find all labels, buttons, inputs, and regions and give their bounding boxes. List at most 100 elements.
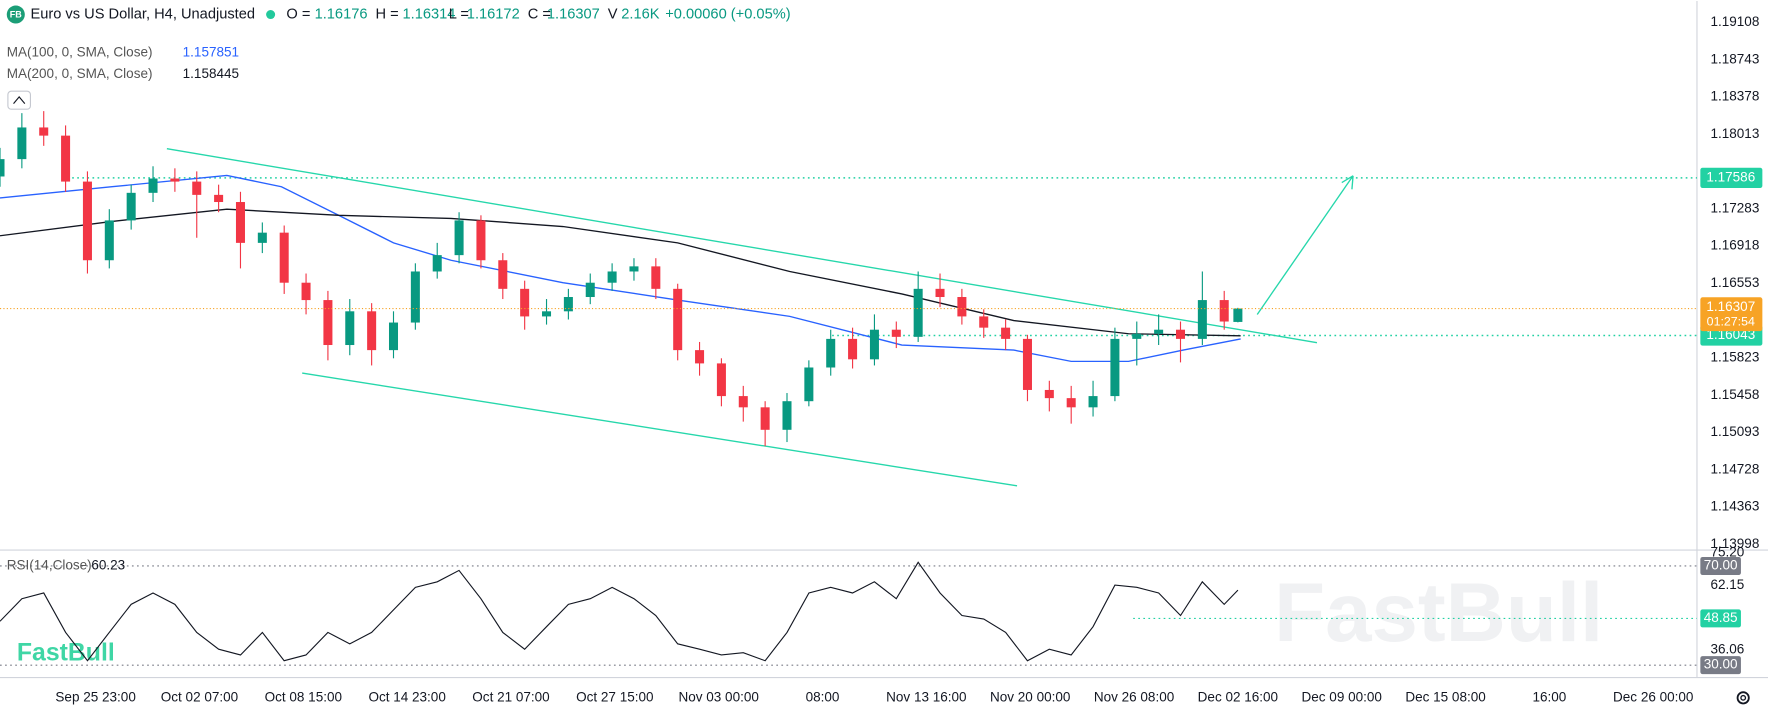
y-tick-label: 1.14728 (1710, 461, 1759, 476)
candle-body (257, 232, 267, 243)
current-price-label: 1.16307 (1706, 299, 1755, 314)
ma-legend-value: 1.158445 (183, 66, 239, 81)
y-tick-label: 1.16918 (1710, 238, 1759, 253)
trendline-upper[interactable] (166, 148, 1318, 344)
y-tick-label: 1.18013 (1710, 126, 1759, 141)
symbol-title: Euro vs US Dollar, H4, Unadjusted (30, 6, 255, 22)
y-tick-label: 62.15 (1710, 577, 1744, 592)
moving-average (0, 208, 1241, 337)
candle-body (826, 338, 836, 368)
candle-body (192, 181, 202, 195)
y-tick-label: 36.06 (1710, 642, 1744, 657)
candle-body (869, 329, 879, 360)
y-tick-label: 1.14363 (1710, 499, 1759, 514)
candle-body (673, 288, 683, 351)
candle-body (1233, 308, 1243, 322)
candle-body (1154, 329, 1164, 334)
candle-body (1132, 333, 1142, 339)
y-tick-label: 1.17283 (1710, 200, 1759, 215)
candle-body (520, 288, 530, 317)
candle-body (104, 220, 114, 261)
collapse-button[interactable] (7, 90, 32, 110)
collapse-icon (13, 95, 26, 104)
countdown: 01:27:54 (1707, 314, 1755, 328)
candle-body (410, 271, 420, 323)
gear-ring (1736, 691, 1750, 705)
candle-body (498, 260, 508, 289)
gear-hub (1740, 694, 1747, 701)
x-tick-label: 16:00 (1532, 689, 1566, 704)
open-value: 1.16176 (315, 6, 368, 22)
high-value: 1.16314 (403, 6, 456, 22)
candle-body (39, 127, 49, 136)
candle-body (61, 135, 71, 182)
candle-body (607, 271, 617, 283)
candle-body (695, 350, 705, 364)
candle-body (82, 181, 92, 261)
candle-body (1219, 300, 1229, 322)
candle-body (214, 194, 224, 203)
candle-body (1066, 398, 1076, 408)
ma-legend-value: 1.157851 (183, 44, 239, 59)
low-label: L = (449, 6, 469, 22)
volume-label: V (608, 6, 618, 22)
candle-body (651, 266, 661, 289)
rsi-level-box (1700, 656, 1741, 675)
y-tick-label: 1.18378 (1710, 89, 1759, 104)
candle-body (629, 266, 639, 272)
volume-value: 2.16K (621, 6, 659, 22)
close-label: C = (528, 6, 551, 22)
candle-body (913, 288, 923, 337)
candle-body (563, 297, 573, 312)
rsi-line (0, 561, 1239, 662)
level-label: 1.17586 (1706, 169, 1755, 184)
candle-body (935, 288, 945, 298)
candle-body (957, 297, 967, 317)
x-tick-label: Nov 13 16:00 (886, 689, 966, 704)
high-label: H = (375, 6, 398, 22)
candle-body (1197, 300, 1207, 339)
arrow-line[interactable] (1256, 175, 1354, 315)
rsi-level-label: 30.00 (1704, 657, 1738, 672)
x-tick-label: Oct 21 07:00 (472, 689, 549, 704)
candle-body (1044, 389, 1054, 399)
change-value: +0.00060 (+0.05%) (665, 6, 790, 22)
candle-body (1001, 327, 1011, 339)
candle-body (1175, 329, 1186, 339)
candle-body (848, 338, 858, 360)
candle-body (126, 192, 136, 221)
candle-body (738, 396, 748, 408)
arrow-head (1341, 175, 1354, 190)
rsi-legend-name: RSI(14,Close) (7, 557, 92, 572)
settings-button[interactable] (1736, 691, 1750, 705)
low-value: 1.16172 (467, 6, 520, 22)
x-tick-label: Dec 15 08:00 (1405, 689, 1485, 704)
candle-body (323, 300, 333, 346)
rsi-level-box (1700, 609, 1741, 628)
x-tick-label: Oct 08 15:00 (265, 689, 342, 704)
watermark: FastBull (1274, 565, 1603, 659)
rsi-level-box (1700, 556, 1741, 576)
candle-body (585, 282, 595, 298)
watermark-small: FastBull (17, 639, 115, 666)
y-tick-label: 1.15093 (1710, 424, 1759, 439)
x-tick-label: Oct 27 15:00 (576, 689, 653, 704)
x-tick-label: Dec 09 00:00 (1302, 689, 1382, 704)
plot (0, 111, 1697, 666)
candle-body (345, 311, 355, 346)
candle-body (367, 311, 377, 351)
y-tick-label: 75.20 (1710, 545, 1744, 560)
x-tick-label: Oct 14 23:00 (368, 689, 445, 704)
candle-body (235, 202, 245, 243)
candle-body (1022, 338, 1032, 390)
rsi-level-label: 70.00 (1704, 558, 1738, 573)
candle-body (148, 178, 158, 193)
y-tick-label: 1.18743 (1710, 51, 1759, 66)
trendline-lower[interactable] (302, 372, 1018, 487)
rsi-legend-value: 60.23 (91, 557, 125, 572)
candle-body (979, 316, 989, 328)
candle-body (0, 159, 5, 177)
candle-body (454, 220, 464, 256)
close-value: 1.16307 (547, 6, 600, 22)
